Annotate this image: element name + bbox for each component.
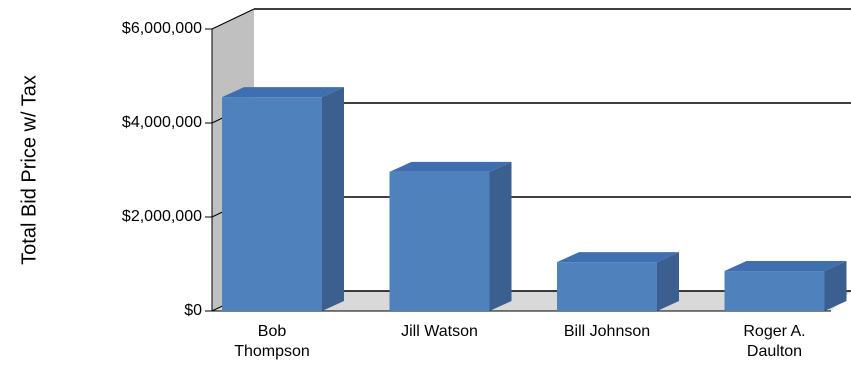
bar-top bbox=[389, 161, 512, 172]
grid-diagonal bbox=[211, 8, 255, 30]
bar-top bbox=[724, 261, 847, 272]
bar bbox=[389, 171, 490, 311]
bar-side bbox=[824, 261, 847, 311]
x-tick-label: Roger A. Daulton bbox=[743, 323, 806, 360]
y-tick-label: $6,000,000 bbox=[122, 20, 202, 37]
bar-top bbox=[557, 252, 679, 263]
bar-side bbox=[489, 161, 512, 311]
bar-top bbox=[222, 87, 344, 98]
bar bbox=[724, 271, 825, 311]
x-tick-label: Bill Johnson bbox=[563, 323, 651, 340]
y-tick-label: $0 bbox=[184, 302, 202, 319]
y-tick-label: $2,000,000 bbox=[122, 208, 202, 225]
x-tick-label: Jill Watson bbox=[401, 323, 478, 340]
bar-side bbox=[322, 87, 344, 312]
y-axis-label: Total Bid Price w/ Tax bbox=[18, 75, 40, 265]
bar bbox=[222, 97, 322, 312]
bar bbox=[557, 262, 657, 311]
floor bbox=[212, 291, 851, 311]
y-tick-label: $4,000,000 bbox=[122, 114, 202, 131]
x-tick-label: Bob Thompson bbox=[234, 323, 310, 360]
bar-side bbox=[657, 252, 679, 311]
